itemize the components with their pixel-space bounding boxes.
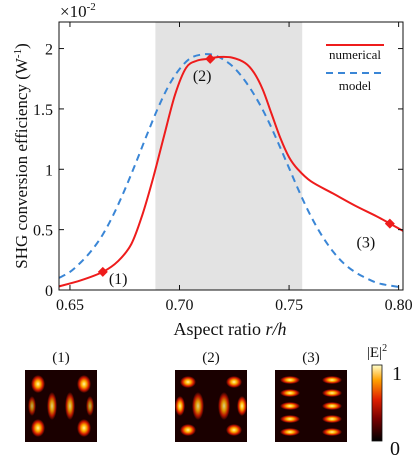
numerical-series-line: [59, 55, 403, 288]
marker-label-1: (1): [109, 271, 128, 288]
shaded-region: [155, 22, 303, 290]
field-maps: (1) (2) (3): [25, 343, 402, 460]
marker-2: [205, 53, 216, 64]
x-tick-label-0: 0.65: [56, 297, 84, 314]
x-tick-label-2: 0.75: [275, 297, 303, 314]
y-tick-label-3: 1.5: [33, 102, 53, 119]
field-map-label-3: (3): [302, 350, 320, 366]
plot-frame: [58, 21, 404, 291]
legend-label-numerical: numerical: [329, 47, 381, 62]
x-tick-label-3: 0.80: [385, 297, 413, 314]
colorbar-title: |E|2: [367, 343, 387, 361]
marker-label-3: (3): [357, 235, 376, 252]
x-tick-label-1: 0.70: [166, 297, 194, 314]
field-map-label-2: (2): [202, 350, 220, 366]
field-map-3: [275, 370, 347, 442]
y-tick-label-2: 1: [45, 162, 53, 179]
marker-1: [97, 266, 108, 277]
field-map-1: [25, 370, 97, 442]
y-tick-label-0: 0: [45, 283, 53, 300]
marker-3: [384, 218, 395, 229]
y-tick-label-4: 2: [45, 42, 53, 59]
field-map-label-1: (1): [52, 350, 70, 366]
y-tick-label-1: 0.5: [33, 223, 53, 240]
colorbar-max-label: 1: [392, 363, 402, 385]
legend-label-model: model: [339, 78, 372, 93]
colorbar-min-label: 0: [390, 438, 400, 460]
y-axis-label: SHG conversion efficiency (W-1): [12, 43, 31, 269]
x-axis-label: Aspect ratio r/h: [174, 319, 287, 339]
marker-label-2: (2): [193, 68, 212, 85]
legend: numerical model: [326, 44, 384, 93]
colorbar: [371, 364, 383, 442]
y-multiplier: ×10-2: [60, 1, 96, 21]
field-map-2: [175, 370, 247, 442]
model-series-line: [59, 53, 403, 289]
